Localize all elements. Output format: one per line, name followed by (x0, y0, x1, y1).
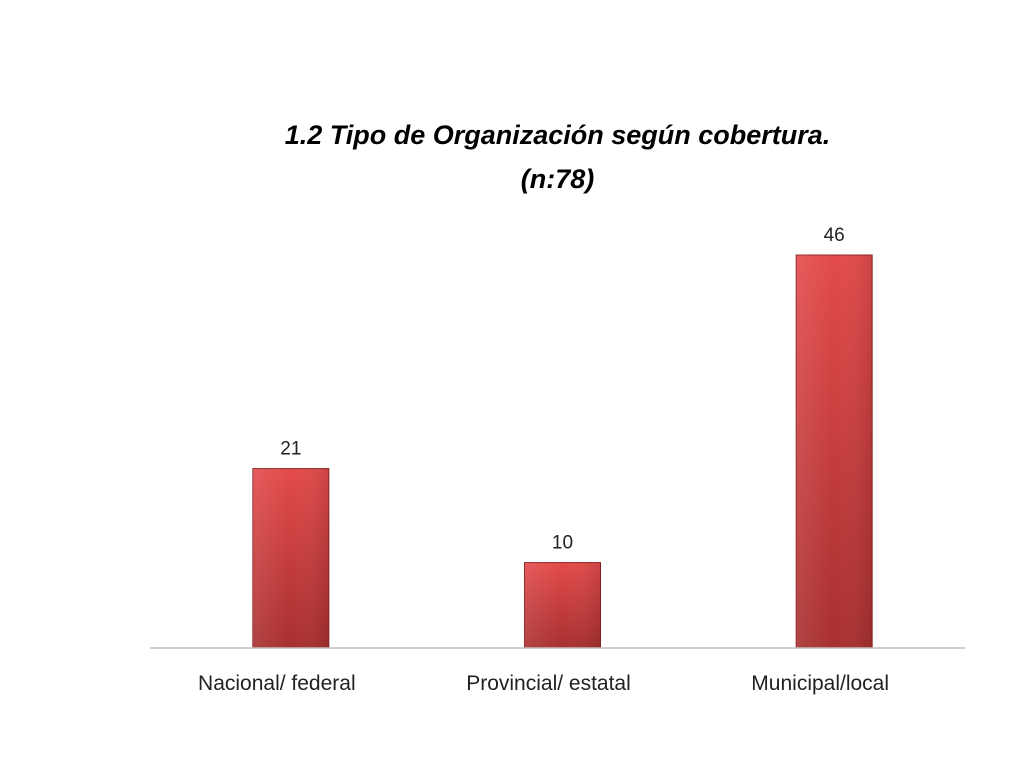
labels-layer: 21 10 46 (280, 225, 844, 554)
bar-sheen (524, 562, 601, 648)
data-label: 46 (824, 225, 845, 246)
x-tick-labels: Nacional/ federal Provincial/ estatal Muni… (198, 672, 889, 695)
x-tick-label: Municipal/local (751, 672, 889, 695)
bar-sheen (796, 255, 873, 648)
bar-sheen (252, 468, 329, 648)
x-tick-label: Nacional/ federal (198, 672, 356, 695)
bar (524, 562, 601, 649)
bar (795, 254, 873, 649)
x-tick-label: Provincial/ estatal (466, 672, 631, 695)
bars-layer (252, 254, 873, 649)
chart-title-line-1: 1.2 Tipo de Organización según cobertura… (284, 120, 831, 150)
data-label: 10 (552, 533, 573, 554)
chart-title-line-2: (n:78) (520, 164, 595, 194)
data-label: 21 (280, 439, 301, 460)
bar (252, 468, 330, 649)
chart-title: 1.2 Tipo de Organización según cobertura… (150, 113, 965, 201)
